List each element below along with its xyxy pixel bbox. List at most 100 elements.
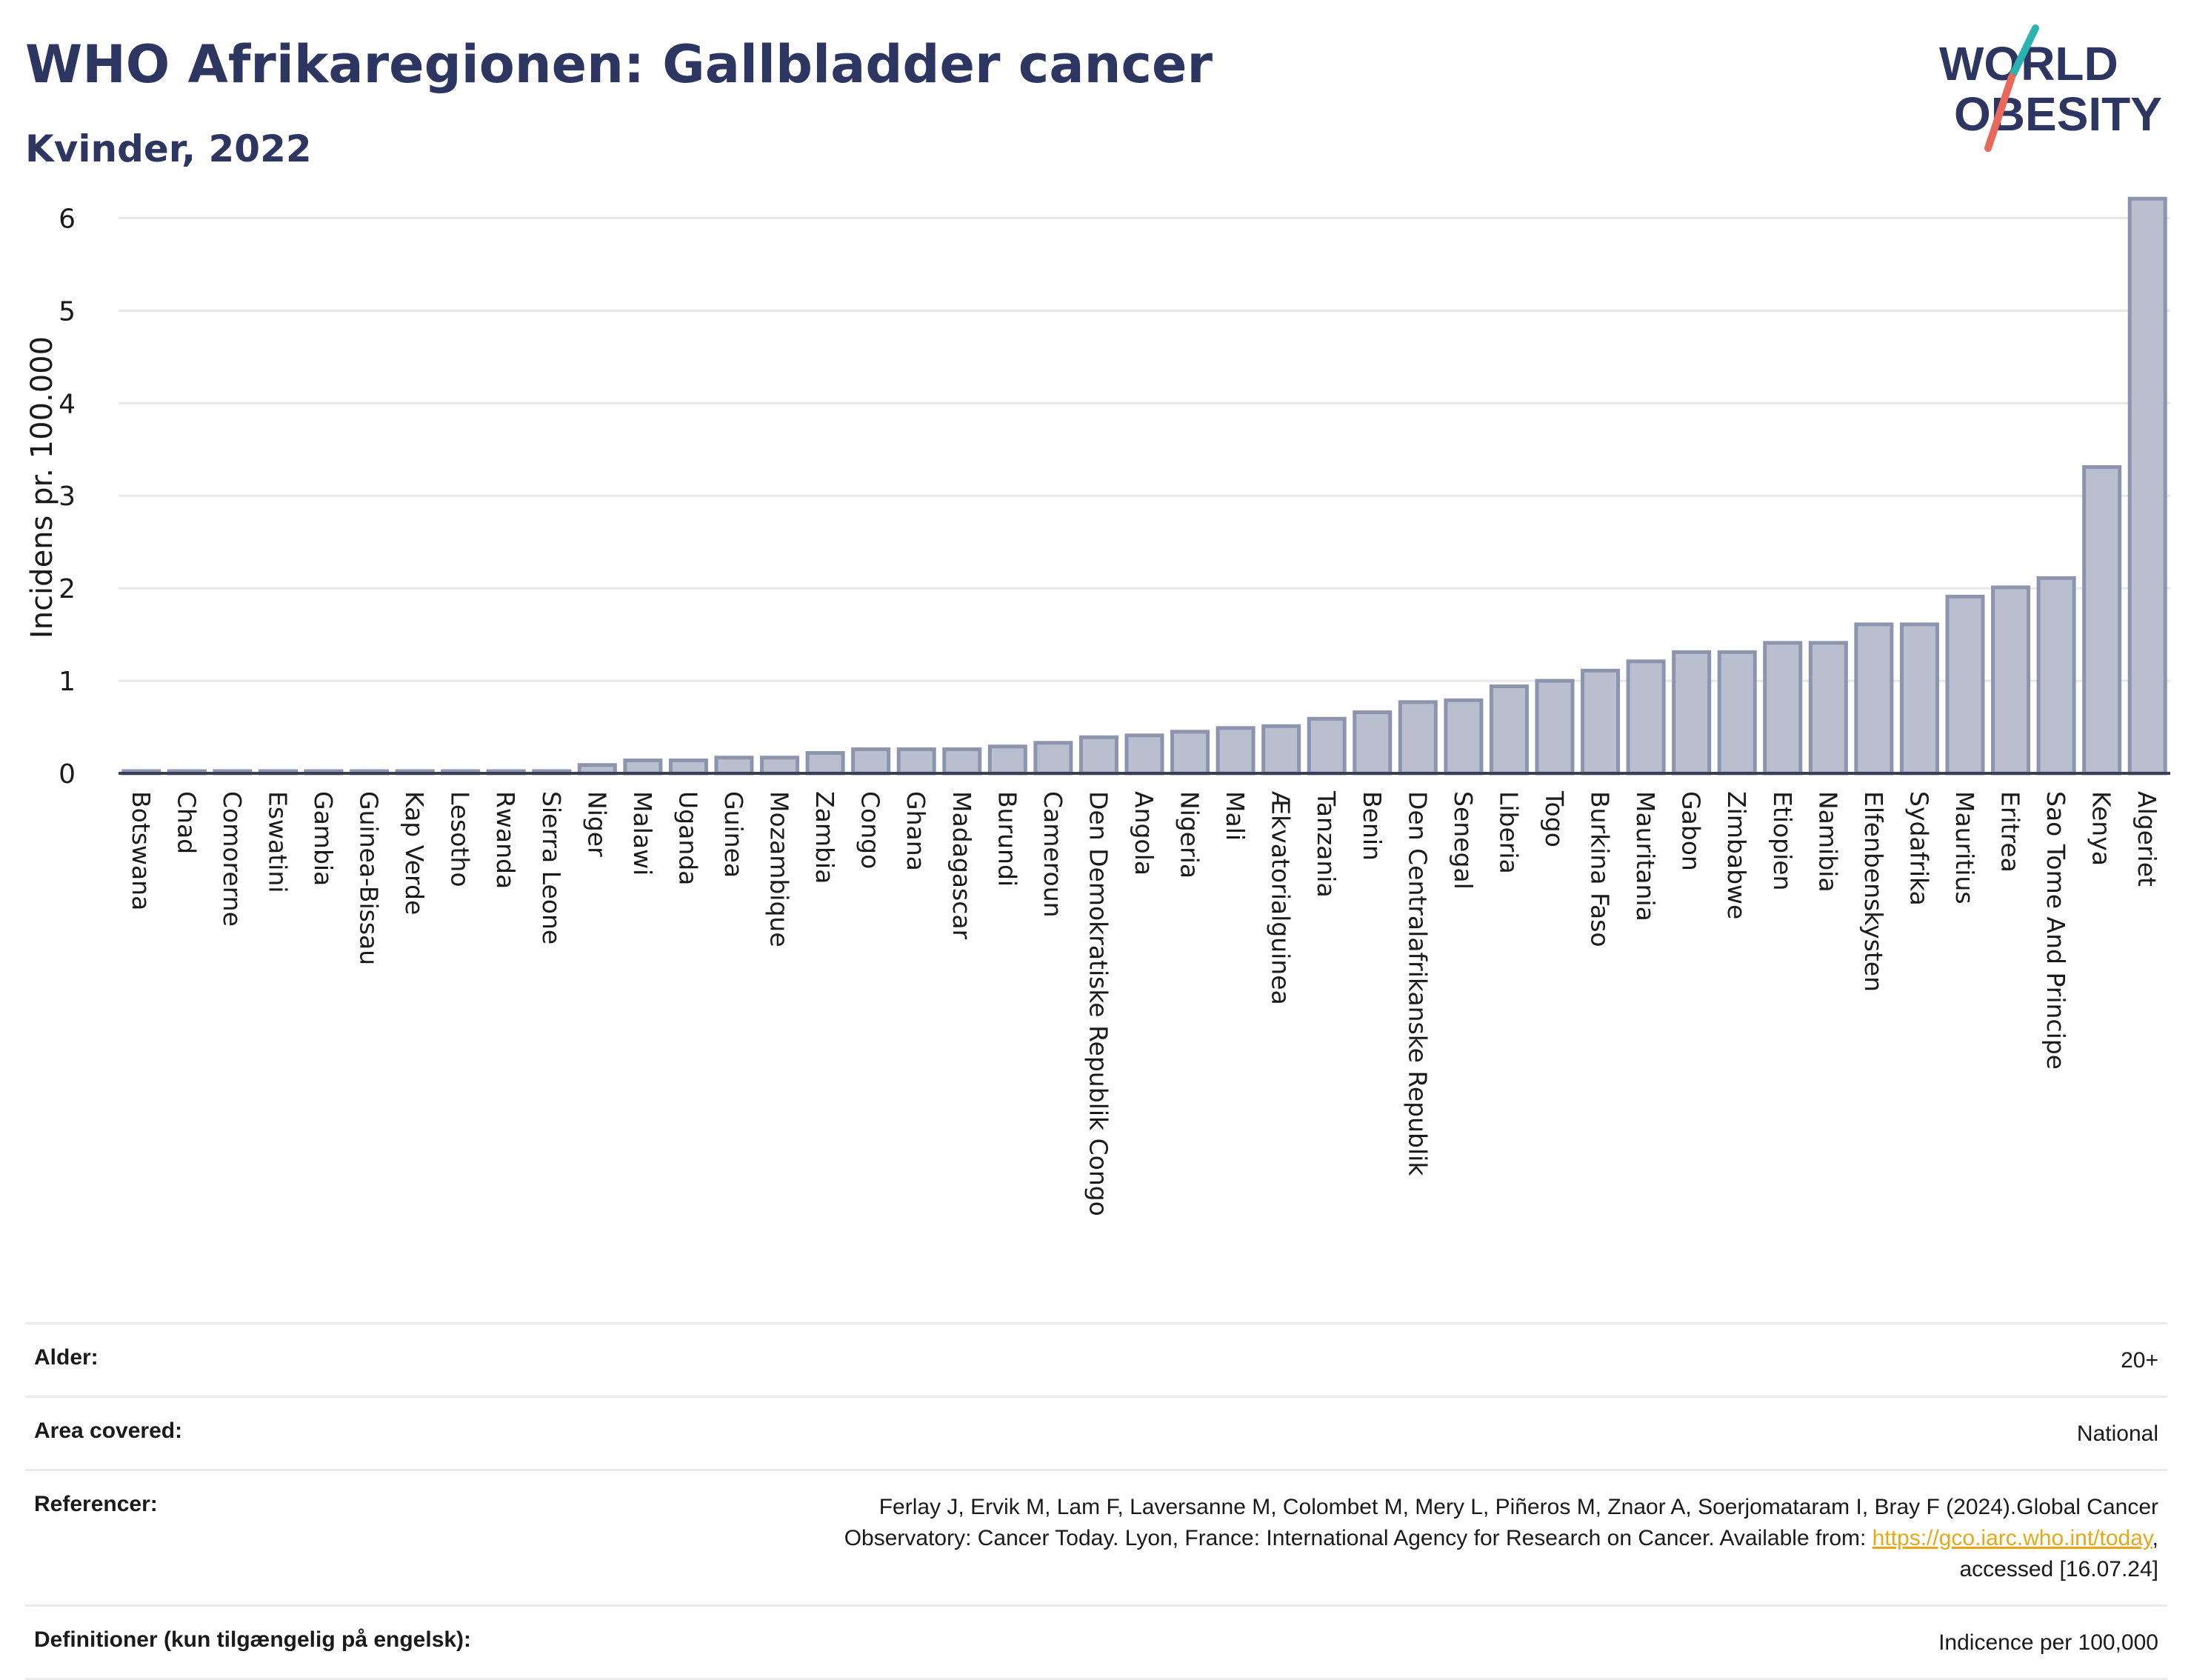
- x-tick-label: Gabon: [1677, 791, 1706, 871]
- reference-text-3: ,: [2152, 1526, 2158, 1550]
- x-tick-label: Mauritius: [1950, 791, 1979, 904]
- x-tick-label: Ghana: [901, 791, 930, 871]
- x-tick-label: Mali: [1221, 791, 1250, 841]
- page-title: WHO Afrikaregionen: Gallbladder cancer: [25, 34, 1213, 95]
- x-tick-label: Comorerne: [218, 791, 247, 927]
- x-tick-label: Nigeria: [1175, 791, 1204, 879]
- x-tick-label: Kap Verde: [400, 791, 429, 915]
- x-tick-label: Ækvatorialguinea: [1267, 791, 1295, 1005]
- x-tick-label: Madagascar: [947, 791, 976, 940]
- x-tick-label: Liberia: [1494, 791, 1523, 874]
- bar: [1261, 724, 1301, 776]
- meta-row-area: Area covered: National: [25, 1396, 2167, 1469]
- bar: [1444, 698, 1484, 776]
- area-label: Area covered:: [34, 1419, 183, 1443]
- x-tick-label: Eswatini: [263, 791, 292, 893]
- bar: [851, 747, 891, 776]
- bar: [1307, 716, 1347, 776]
- y-tick-label: 1: [59, 667, 76, 697]
- x-tick-label: Lesotho: [446, 791, 475, 887]
- definitions-value: Indicence per 100,000: [1938, 1630, 2158, 1655]
- bar: [987, 744, 1027, 776]
- x-tick-label: Tanzania: [1312, 790, 1341, 898]
- bar: [1808, 641, 1848, 776]
- bar: [805, 751, 845, 776]
- y-tick-label: 5: [59, 296, 76, 327]
- x-tick-label: Congo: [856, 791, 885, 869]
- bar: [1124, 733, 1164, 776]
- bar: [1215, 726, 1255, 776]
- x-tick-label: Malawi: [628, 791, 657, 876]
- logo-slash-top: [2010, 24, 2039, 78]
- x-tick-label: Cameroun: [1038, 791, 1067, 918]
- x-tick-label: Botswana: [127, 791, 156, 910]
- references-value: Ferlay J, Ervik M, Lam F, Laversanne M, …: [844, 1492, 2158, 1585]
- bar: [1626, 659, 1666, 776]
- bars: [121, 196, 2167, 776]
- bar: [1078, 735, 1118, 776]
- bar: [2127, 196, 2167, 776]
- bar: [1945, 594, 1985, 776]
- y-tick-labels: 0 1 2 3 4 5 6: [59, 204, 76, 790]
- bar: [2082, 465, 2122, 776]
- x-tick-label: Den Demokratiske Republik Congo: [1084, 791, 1113, 1216]
- x-tick-label: Zambia: [810, 791, 839, 884]
- x-tick-label: Sierra Leone: [537, 791, 566, 944]
- bar: [1899, 622, 1939, 776]
- x-tick-label: Chad: [172, 791, 201, 854]
- x-tick-label: Uganda: [673, 791, 702, 885]
- x-tick-label: Guinea-Bissau: [355, 791, 384, 965]
- bar: [1489, 684, 1529, 776]
- x-tick-label: Den Centralafrikanske Republik: [1403, 791, 1432, 1176]
- bar: [714, 756, 754, 776]
- metadata-table: Alder: 20+ Area covered: National Refere…: [25, 1322, 2167, 1680]
- x-tick-label: Mauritania: [1631, 791, 1660, 921]
- bar: [1353, 710, 1393, 776]
- x-tick-label: Rwanda: [491, 791, 520, 889]
- y-tick-label: 2: [59, 574, 76, 604]
- bar-chart: 0 1 2 3 4 5 6 Botswana Chad Comorerne Eswatini Gam…: [25, 196, 2170, 1216]
- age-value: 20+: [2121, 1348, 2158, 1373]
- x-tick-label: Benin: [1358, 791, 1387, 861]
- definitions-label: Definitioner (kun tilgængelig på engelsk…: [34, 1627, 472, 1652]
- x-tick-label: Angola: [1130, 791, 1158, 876]
- x-tick-label: Mozambique: [765, 791, 794, 947]
- logo-slash-bottom: [1984, 73, 2015, 152]
- bar: [623, 759, 663, 776]
- x-tick-label: Elfenbenskysten: [1859, 791, 1888, 992]
- reference-text-2: Observatory: Cancer Today. Lyon, France:…: [844, 1526, 1872, 1550]
- x-tick-label: Etiopien: [1768, 791, 1797, 890]
- grid-lines: [119, 216, 2170, 682]
- world-obesity-logo: WORLD OBESITY: [1939, 24, 2162, 152]
- meta-row-age: Alder: 20+: [25, 1322, 2167, 1396]
- reference-link[interactable]: https://gco.iarc.who.int/today: [1872, 1526, 2152, 1550]
- x-tick-label: Kenya: [2087, 791, 2116, 866]
- meta-row-definitions: Definitioner (kun tilgængelig på engelsk…: [25, 1604, 2167, 1680]
- bar: [1854, 622, 1894, 776]
- x-tick-labels: Botswana Chad Comorerne Eswatini Gambia Guine…: [127, 790, 2161, 1216]
- bar: [1535, 679, 1575, 776]
- x-tick-label: Sao Tome And Principe: [2041, 791, 2070, 1070]
- reference-text-1: Ferlay J, Ervik M, Lam F, Laversanne M, …: [878, 1495, 2158, 1519]
- bar: [1170, 730, 1210, 776]
- bar: [1033, 741, 1073, 776]
- y-tick-label: 0: [59, 759, 76, 790]
- references-label: Referencer:: [34, 1492, 158, 1516]
- bar: [2036, 576, 2076, 776]
- y-tick-label: 6: [59, 204, 76, 234]
- bar: [1672, 650, 1712, 776]
- x-tick-label: Gambia: [309, 791, 338, 886]
- meta-row-references: Referencer: Ferlay J, Ervik M, Lam F, La…: [25, 1469, 2167, 1604]
- x-tick-label: Algeriet: [2132, 791, 2161, 887]
- x-tick-label: Togo: [1540, 790, 1569, 847]
- bar: [1991, 585, 2031, 776]
- x-tick-label: Guinea: [719, 791, 748, 878]
- bar: [1581, 668, 1621, 776]
- x-tick-label: Sydafrika: [1904, 791, 1933, 906]
- bar: [760, 756, 800, 776]
- x-tick-label: Zimbabwe: [1722, 791, 1751, 919]
- area-value: National: [2076, 1421, 2158, 1446]
- bar: [896, 747, 936, 776]
- x-tick-label: Senegal: [1449, 791, 1478, 890]
- bar: [1763, 641, 1803, 776]
